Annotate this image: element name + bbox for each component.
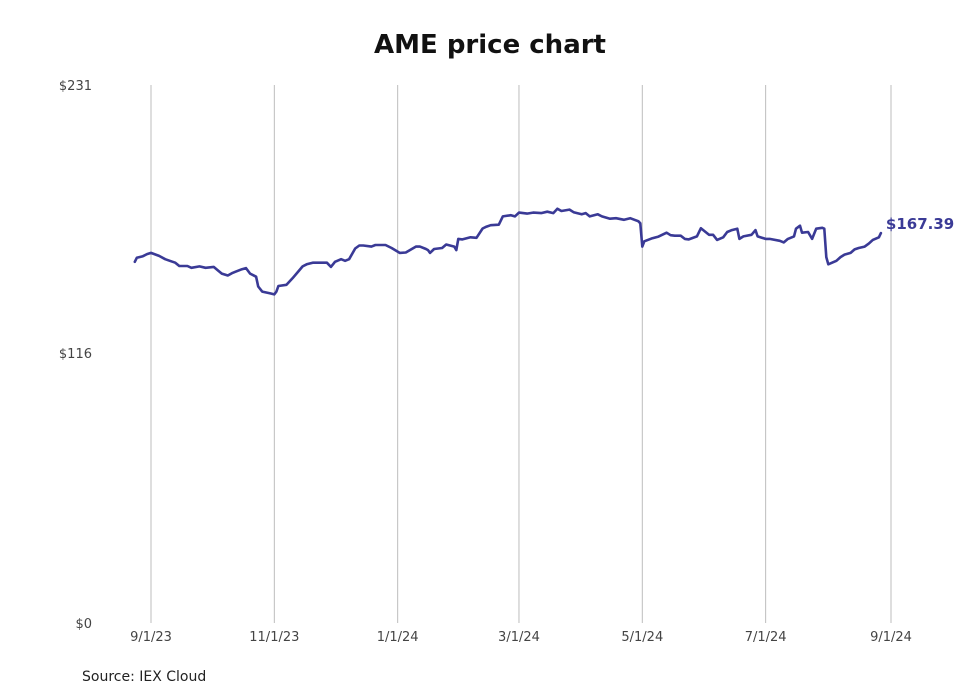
y-tick-label: $231 xyxy=(59,79,92,94)
annotations: $167.39 xyxy=(886,215,954,233)
x-tick-label: 9/1/23 xyxy=(130,630,172,645)
y-tick-label: $0 xyxy=(75,617,92,632)
x-tick-label: 7/1/24 xyxy=(745,630,787,645)
gridlines xyxy=(150,85,892,623)
source-note: Source: IEX Cloud xyxy=(82,669,207,685)
x-tick-label: 1/1/24 xyxy=(377,630,419,645)
x-tick-label: 5/1/24 xyxy=(621,630,663,645)
price-series xyxy=(133,207,883,296)
y-axis-ticks: $0 $116 $231 xyxy=(59,79,92,632)
chart-title: AME price chart xyxy=(374,30,606,60)
x-tick-label: 9/1/24 xyxy=(870,630,912,645)
x-tick-label: 3/1/24 xyxy=(498,630,540,645)
price-line xyxy=(133,207,883,296)
x-axis-ticks: 9/1/23 11/1/23 1/1/24 3/1/24 5/1/24 7/1/24 9/1… xyxy=(130,630,912,645)
last-price-label: $167.39 xyxy=(886,215,954,233)
y-tick-label: $116 xyxy=(59,347,92,362)
x-tick-label: 11/1/23 xyxy=(249,630,299,645)
